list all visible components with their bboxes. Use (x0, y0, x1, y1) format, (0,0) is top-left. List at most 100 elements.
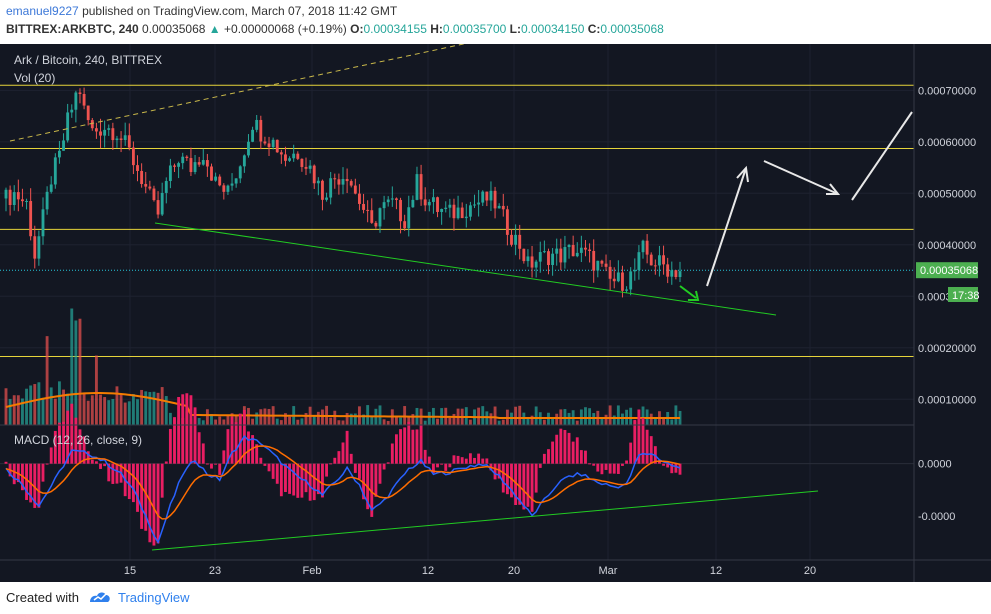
volume-bar (160, 387, 164, 425)
macd-histogram-bar (201, 443, 205, 464)
volume-bar (386, 420, 390, 425)
macd-histogram-bar (33, 463, 37, 508)
candle-body (489, 190, 493, 201)
plot-area[interactable] (0, 44, 914, 560)
volume-bar (62, 389, 65, 425)
volume-bar (588, 408, 592, 425)
candle-body (555, 248, 559, 254)
macd-histogram-bar (86, 451, 90, 464)
macd-histogram-bar (641, 418, 645, 464)
time-axis[interactable]: 15 23 Feb 12 20 Mar 12 20 (124, 565, 816, 577)
price-tick-label: 0.00040000 (918, 240, 976, 252)
volume-bar (534, 406, 538, 425)
candle-body (337, 179, 341, 185)
volume-bar (86, 400, 90, 425)
macd-histogram-bar (399, 429, 402, 464)
candle-body (448, 204, 452, 208)
candle-body (57, 150, 61, 158)
macd-histogram-bar (440, 463, 444, 465)
candle-body (222, 185, 226, 192)
macd-histogram-bar (456, 455, 460, 464)
macd-histogram-bar (423, 449, 427, 464)
macd-tick-label: 0.0000 (918, 459, 952, 471)
volume-bar (518, 405, 522, 425)
candle-body (201, 160, 205, 165)
candle-body (362, 203, 365, 210)
candle-body (333, 178, 337, 180)
candle-body (152, 188, 156, 201)
last-price: 0.00035068 (142, 22, 206, 36)
low-label: L: (509, 22, 521, 36)
volume-bar (16, 395, 20, 425)
candle-body (551, 253, 555, 266)
volume-bar (259, 409, 263, 425)
candle-body (62, 140, 65, 151)
macd-histogram-bar (452, 455, 456, 464)
candle-body (234, 178, 238, 184)
macd-histogram-bar (90, 459, 94, 464)
macd-histogram-bar (144, 463, 148, 531)
macd-histogram-bar (288, 463, 292, 494)
macd-histogram-bar (177, 397, 181, 464)
macd-histogram-bar (415, 429, 419, 464)
projection-arrow-up-head (736, 165, 749, 183)
volume-bar (21, 398, 24, 425)
macd-axis[interactable]: 0.0000 -0.0000 (918, 459, 955, 523)
volume-bar (74, 320, 78, 425)
projection-arrow-up (706, 167, 747, 287)
macd-histogram-bar (600, 463, 604, 475)
time-tick-label: 20 (804, 565, 816, 577)
candle-body (588, 249, 592, 251)
macd-histogram-bar (12, 463, 16, 485)
macd-histogram-bar (431, 463, 435, 473)
macd-histogram-bar (374, 463, 378, 497)
volume-bar (53, 398, 57, 425)
macd-histogram-bar (427, 456, 431, 464)
volume-bar (296, 419, 300, 425)
volume-bar (90, 395, 94, 425)
price-axis[interactable]: 0.00070000 0.00060000 0.00050000 0.00040000… (918, 85, 976, 406)
volume-bar (345, 413, 349, 425)
volume-bar (394, 416, 398, 425)
candle-body (66, 112, 70, 141)
volume-bar (82, 392, 86, 425)
candle-body (131, 147, 135, 166)
volume-bar (8, 398, 12, 425)
candle-body (341, 179, 345, 185)
macd-histogram-bar (584, 450, 587, 464)
volume-bar (670, 419, 674, 425)
candle-body (263, 141, 267, 144)
macd-histogram-bar (284, 463, 287, 492)
tradingview-brand-link[interactable]: TradingView (118, 590, 190, 605)
volume-bar (70, 308, 74, 425)
candle-body (571, 244, 575, 257)
candle-body (267, 143, 271, 148)
candle-body (230, 183, 234, 186)
tradingview-logo-icon[interactable] (88, 588, 112, 606)
chart-canvas[interactable]: 0.00070000 0.00060000 0.00050000 0.00040000… (0, 33, 991, 582)
volume-bar (214, 419, 218, 425)
volume-bar (127, 401, 131, 425)
macd-histogram-bar (107, 463, 111, 482)
volume-bar (592, 413, 596, 425)
macd-histogram-bar (197, 432, 201, 464)
candle-body (29, 201, 33, 237)
chart-area[interactable]: 0.00070000 0.00060000 0.00050000 0.00040000… (0, 33, 991, 582)
macd-histogram-bar (419, 425, 423, 464)
macd-histogram-bar (571, 441, 575, 464)
candle-body (386, 199, 390, 203)
candle-body (411, 199, 415, 208)
macd-histogram-bar (251, 435, 255, 464)
candle-body (349, 181, 353, 186)
macd-histogram-bar (514, 463, 518, 506)
volume-bar (608, 405, 612, 425)
macd-histogram-bar (349, 453, 353, 464)
macd-histogram-bar (271, 463, 275, 479)
candle-body (70, 109, 74, 113)
volume-bar (399, 417, 402, 425)
macd-histogram-bar (555, 434, 559, 464)
candle-body (148, 186, 152, 189)
author-link[interactable]: emanuel9227 (6, 4, 79, 18)
volume-bar (284, 413, 287, 425)
macd-histogram-bar (608, 463, 612, 474)
